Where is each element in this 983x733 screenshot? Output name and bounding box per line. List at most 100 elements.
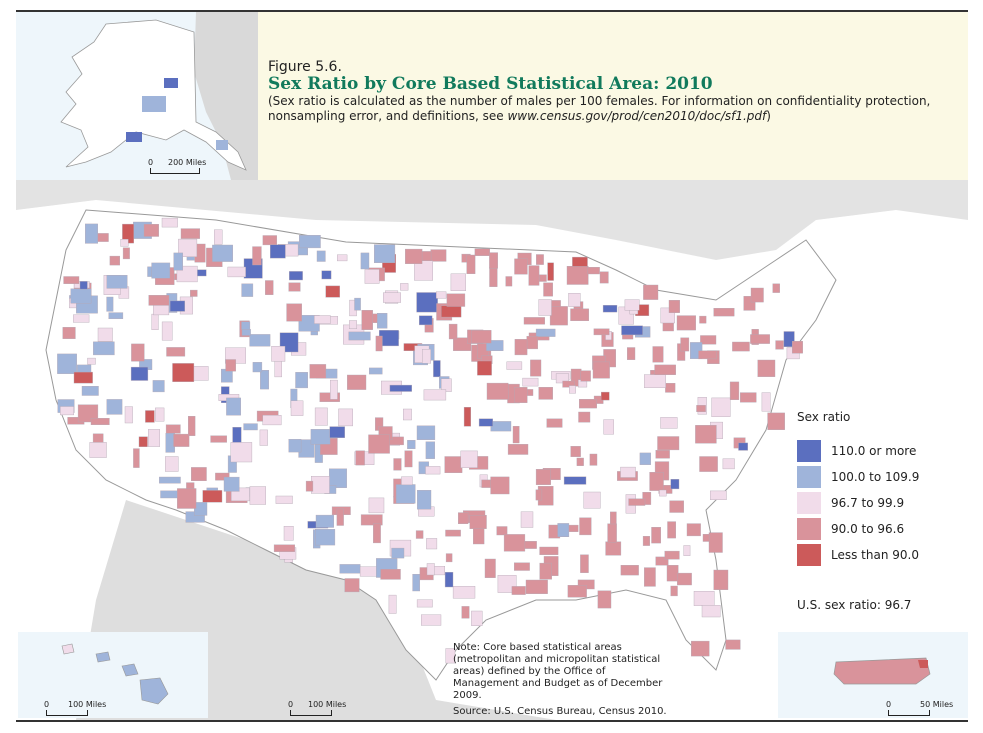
cbsa-region <box>649 472 664 491</box>
cbsa-region <box>130 366 149 381</box>
cbsa-region <box>416 599 433 608</box>
cbsa-region <box>93 341 115 356</box>
cbsa-region <box>430 249 447 262</box>
map-note: Note: Core based statistical areas (metr… <box>453 642 663 701</box>
cbsa-region <box>338 408 354 427</box>
puerto-rico-inset: 0 50 Miles <box>778 632 968 718</box>
cbsa-region <box>426 538 438 550</box>
cbsa-region <box>547 262 554 281</box>
cbsa-region <box>767 412 785 430</box>
cbsa-region <box>70 288 92 304</box>
cbsa-region <box>383 292 402 303</box>
cbsa-region <box>330 379 338 400</box>
cbsa-region <box>505 276 513 287</box>
cbsa-region <box>761 392 771 412</box>
cbsa-region <box>523 317 545 325</box>
cbsa-region <box>60 406 74 416</box>
cbsa-region <box>151 313 159 330</box>
cbsa-region <box>161 321 173 341</box>
cbsa-region <box>486 382 509 400</box>
cbsa-region <box>713 569 729 590</box>
cbsa-region <box>474 248 490 256</box>
cbsa-region <box>241 329 251 336</box>
cbsa-region <box>669 500 684 513</box>
cbsa-region <box>603 419 614 435</box>
cbsa-region <box>223 476 240 492</box>
cbsa-region <box>143 224 159 237</box>
cbsa-region <box>535 328 556 337</box>
bottom-rule <box>16 720 968 722</box>
cbsa-region <box>283 526 294 541</box>
cbsa-region <box>178 238 198 257</box>
canada-landmass <box>16 180 968 260</box>
cbsa-region <box>668 299 680 313</box>
cbsa-region <box>539 546 559 556</box>
cbsa-region <box>290 400 304 416</box>
cbsa-region <box>87 357 96 365</box>
cbsa-region <box>530 359 542 377</box>
puerto-rico-map <box>833 657 931 685</box>
cbsa-region <box>120 239 129 247</box>
cbsa-region <box>63 276 80 284</box>
legend-item: 96.7 to 99.9 <box>797 490 967 516</box>
cbsa-region <box>666 565 679 582</box>
legend-item: 110.0 or more <box>797 438 967 464</box>
legend-swatch <box>797 440 821 462</box>
cbsa-region <box>271 345 286 362</box>
cbsa-region <box>680 337 690 352</box>
cbsa-region <box>315 529 336 546</box>
cbsa-region <box>210 435 227 443</box>
cbsa-region <box>511 586 526 595</box>
cbsa-region <box>89 442 107 458</box>
cbsa-region <box>579 517 592 536</box>
cbsa-region <box>403 408 412 421</box>
map-source: Source: U.S. Census Bureau, Census 2010. <box>453 706 667 717</box>
cbsa-region <box>580 554 589 573</box>
pr-scale-label: 50 Miles <box>920 700 954 709</box>
figure-header: Figure 5.6. Sex Ratio by Core Based Stat… <box>258 12 968 180</box>
cbsa-region <box>620 466 636 478</box>
cbsa-region <box>514 339 528 356</box>
cbsa-region <box>453 337 472 351</box>
cbsa-region <box>478 418 493 427</box>
legend-label: 110.0 or more <box>831 444 917 458</box>
cbsa-region <box>416 292 438 313</box>
cbsa-region <box>655 556 669 566</box>
hawaii-inset: 0 100 Miles <box>18 632 208 718</box>
cbsa-region <box>152 380 165 393</box>
cbsa-region <box>77 404 99 423</box>
alaska-shape <box>60 19 247 171</box>
cbsa-region <box>419 315 433 326</box>
hawaii-island-maui <box>121 663 139 677</box>
cbsa-region <box>507 444 529 455</box>
cbsa-region <box>644 374 666 388</box>
cbsa-region <box>740 392 757 403</box>
cbsa-region <box>690 342 703 359</box>
cbsa-region <box>441 305 462 318</box>
cbsa-region <box>696 405 706 413</box>
cbsa-region <box>599 271 609 284</box>
cbsa-region <box>425 441 435 459</box>
cbsa-region <box>657 436 680 451</box>
cbsa-region <box>241 283 254 297</box>
cbsa-region <box>145 410 155 423</box>
cbsa-region <box>514 387 528 403</box>
main-scale-label: 100 Miles <box>308 700 347 709</box>
cbsa-region <box>232 426 242 445</box>
cbsa-region <box>469 515 487 529</box>
hawaii-island-kauai <box>61 643 75 655</box>
cbsa-region <box>155 407 165 422</box>
cbsa-region <box>311 476 330 494</box>
cbsa-region <box>339 564 361 574</box>
cbsa-region <box>711 397 731 417</box>
cbsa-region <box>579 398 598 409</box>
legend-label: 90.0 to 96.6 <box>831 522 905 536</box>
puerto-rico-cbsa-east <box>918 660 928 668</box>
cbsa-region <box>309 364 327 379</box>
cbsa-region <box>520 511 534 528</box>
hawaii-map <box>61 643 169 705</box>
cbsa-region <box>405 248 423 264</box>
cbsa-region <box>710 490 727 500</box>
cbsa-region <box>700 335 717 345</box>
hawaii-island-oahu <box>95 651 111 663</box>
